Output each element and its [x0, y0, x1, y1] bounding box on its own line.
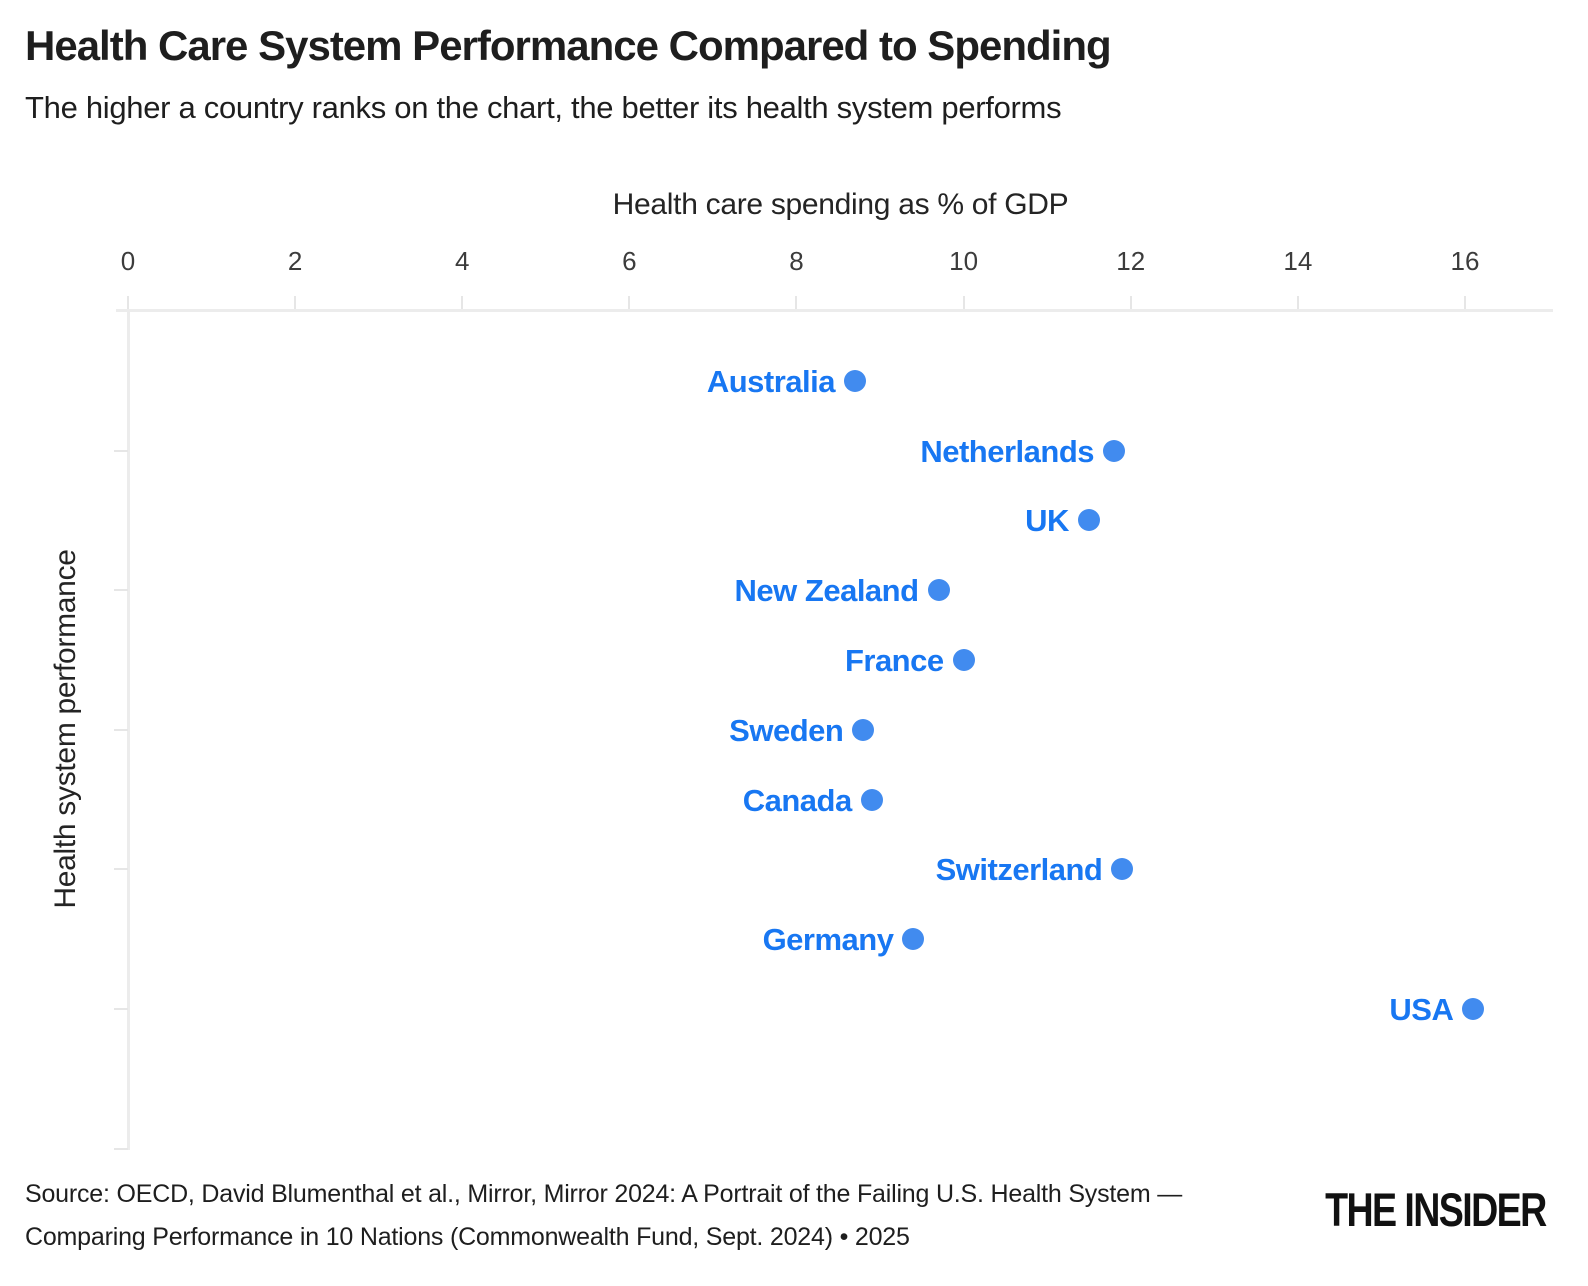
data-point-label: Germany — [762, 922, 894, 958]
x-tick-mark — [1463, 296, 1466, 309]
data-point-label: France — [844, 642, 944, 678]
data-point-label: UK — [1025, 503, 1069, 539]
data-point-dot — [927, 579, 950, 602]
y-tick-mark — [114, 1147, 128, 1150]
source-note: Source: OECD, David Blumenthal et al., M… — [25, 1173, 1182, 1259]
data-point-dot — [1111, 858, 1134, 881]
x-axis-title: Health care spending as % of GDP — [612, 188, 1069, 221]
x-tick-mark — [294, 296, 297, 309]
data-point-label: Netherlands — [920, 433, 1095, 469]
data-point-dot — [1077, 509, 1100, 532]
data-point-dot — [843, 369, 866, 392]
x-tick-mark — [962, 296, 965, 309]
data-point-label: USA — [1389, 991, 1454, 1027]
x-tick-mark — [461, 296, 464, 309]
x-tick-mark — [1296, 296, 1299, 309]
x-tick-label: 8 — [789, 246, 804, 276]
chart-subtitle: The higher a country ranks on the chart,… — [25, 90, 1062, 125]
x-tick-label: 10 — [949, 246, 979, 276]
x-tick-label: 16 — [1450, 246, 1480, 276]
data-point-dot — [852, 718, 875, 741]
x-tick-label: 14 — [1283, 246, 1313, 276]
data-point-dot — [1462, 997, 1485, 1020]
data-point-label: Australia — [706, 363, 836, 399]
data-point-label: Switzerland — [935, 852, 1103, 888]
source-line: Source: OECD, David Blumenthal et al., M… — [25, 1180, 1183, 1208]
y-tick-mark — [114, 589, 128, 592]
data-point-dot — [902, 928, 925, 951]
x-tick-label: 12 — [1116, 246, 1146, 276]
x-tick-label: 0 — [120, 246, 136, 276]
data-point-dot — [860, 788, 883, 811]
publisher-logo: THE INSIDER — [1325, 1183, 1547, 1236]
x-axis-line — [116, 309, 1553, 312]
data-point-label: Canada — [742, 782, 852, 818]
data-point-label: Sweden — [729, 712, 844, 748]
data-point-label: New Zealand — [734, 573, 920, 609]
y-tick-mark — [114, 1007, 128, 1010]
data-point-dot — [952, 648, 975, 671]
x-tick-mark — [795, 296, 798, 309]
data-point-dot — [1103, 439, 1125, 462]
y-axis-line — [127, 310, 130, 1150]
y-axis-title: Health system performance — [49, 549, 82, 909]
y-tick-mark — [114, 449, 128, 452]
source-line: Comparing Performance in 10 Nations (Com… — [25, 1223, 910, 1251]
x-tick-label: 2 — [287, 246, 303, 276]
x-tick-mark — [127, 296, 129, 309]
y-tick-mark — [114, 868, 128, 871]
x-tick-mark — [628, 296, 631, 309]
x-tick-label: 4 — [455, 246, 470, 276]
chart-title: Health Care System Performance Compared … — [25, 22, 1112, 69]
y-tick-mark — [114, 728, 128, 731]
x-tick-label: 6 — [622, 246, 637, 276]
x-tick-mark — [1129, 296, 1132, 309]
